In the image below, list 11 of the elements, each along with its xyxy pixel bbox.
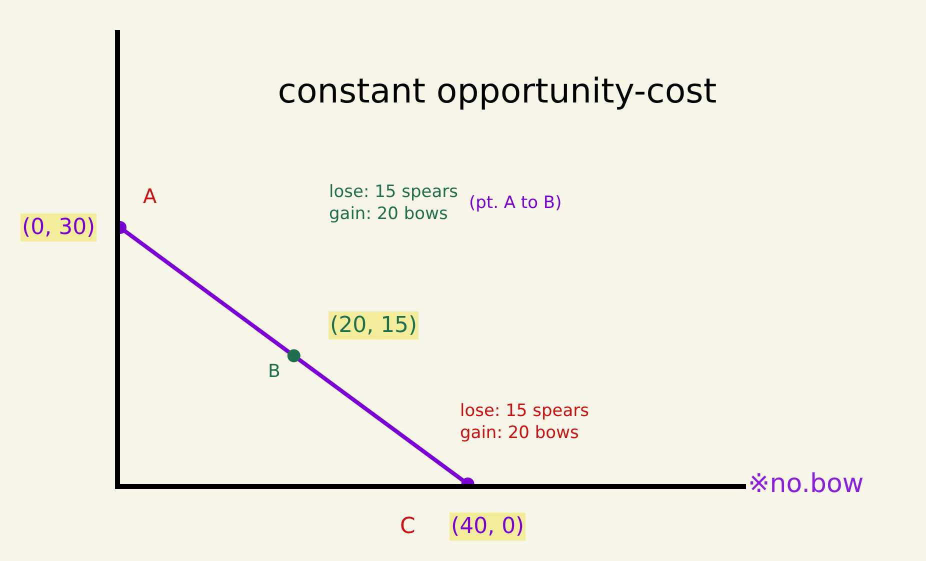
text: lose: 15 spears gain: 20 bows bbox=[329, 182, 458, 224]
text: (pt. A to B) bbox=[469, 193, 562, 213]
text: A bbox=[143, 184, 157, 208]
data-label: (0, 30) bbox=[22, 215, 96, 240]
annotation: B bbox=[268, 361, 280, 382]
text: C bbox=[400, 514, 416, 539]
data-label: (40, 0) bbox=[451, 514, 524, 539]
data-label: (20, 15) bbox=[330, 313, 418, 338]
annotation: lose: 15 spears gain: 20 bows bbox=[460, 401, 590, 444]
text: ※no.bow bbox=[748, 469, 864, 499]
chart-title: constant opportunity-cost bbox=[278, 71, 717, 112]
